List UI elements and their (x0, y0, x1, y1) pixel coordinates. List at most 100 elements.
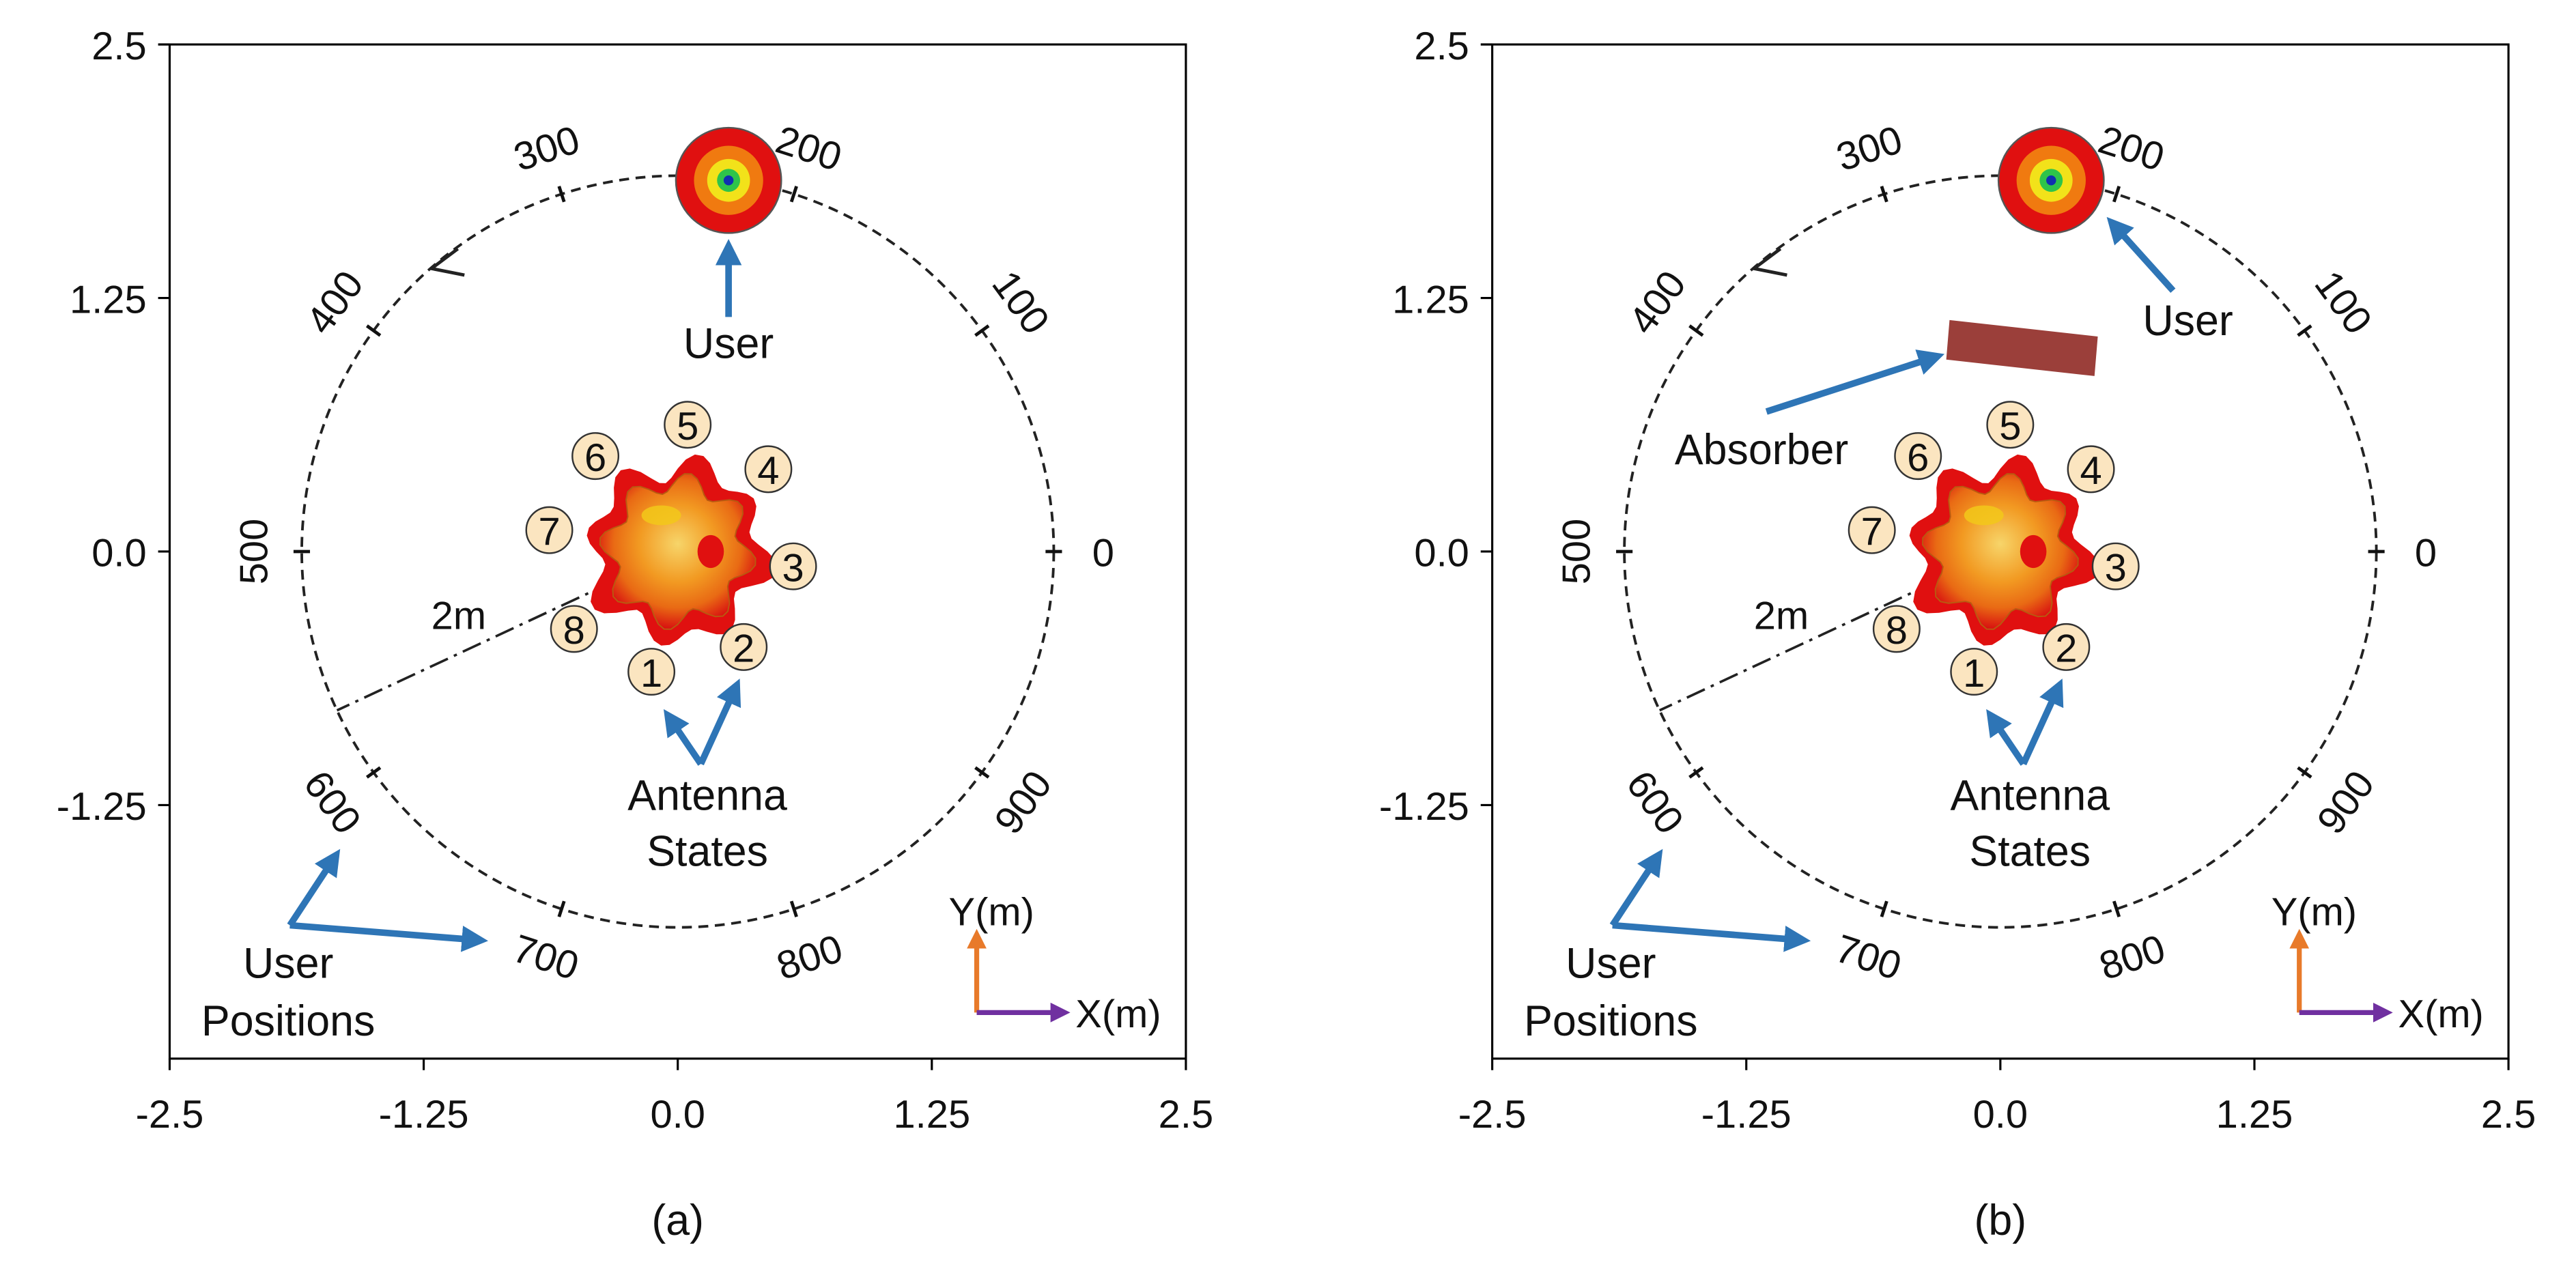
y-tick-label: 1.25 (70, 278, 147, 322)
absorber-arrow (1766, 357, 1934, 412)
panel-caption: (a) (651, 1197, 704, 1244)
position-label: 900 (2309, 763, 2383, 842)
panel-b: -2.5 -1.25 0.0 1.25 2.5 2.5 1.25 0.0 -1.25 0 100 20… (1379, 25, 2536, 1244)
position-label: 700 (508, 927, 584, 989)
y-axis-indicator-label: Y(m) (2271, 891, 2357, 934)
direction-chevron (431, 248, 464, 275)
antenna-arrow (670, 718, 701, 765)
antenna-states-label-line2: States (1969, 828, 2091, 876)
position-label: 300 (509, 118, 585, 180)
antenna-state-number: 2 (2055, 627, 2077, 671)
user-positions-arrow (1613, 925, 1800, 940)
position-label: 900 (987, 763, 1061, 842)
absorber-block (1947, 320, 2098, 376)
y-tick-label: -1.25 (57, 785, 147, 829)
antenna-state-number: 5 (677, 405, 698, 448)
antenna-state-number: 6 (584, 436, 606, 480)
position-label: 600 (1617, 763, 1692, 842)
x-tick-label: 0.0 (1973, 1093, 2028, 1137)
user-arrow (2114, 225, 2173, 290)
position-label: 200 (2093, 118, 2170, 180)
y-tick-label: 2.5 (91, 25, 146, 68)
y-tick-label: -1.25 (1379, 785, 1469, 829)
antenna-state-number: 8 (1886, 609, 1908, 653)
position-label: 0 (1092, 532, 1114, 575)
position-label: 0 (2415, 532, 2437, 575)
user-positions-label-line1: User (1566, 940, 1656, 988)
antenna-state-number: 7 (1861, 510, 1883, 554)
x-tick-label: -1.25 (1701, 1093, 1792, 1137)
position-label: 300 (1831, 118, 1908, 180)
y-tick-label: 2.5 (1414, 25, 1469, 68)
antenna-state-number: 8 (563, 609, 585, 653)
antenna-states-label-line1: Antenna (1950, 772, 2110, 820)
antenna-state-number: 5 (1999, 405, 2021, 448)
radius-label: 2m (1754, 594, 1809, 638)
position-label: 500 (232, 519, 276, 585)
y-tick-label: 1.25 (1392, 278, 1469, 322)
position-tick (2114, 186, 2119, 202)
x-tick-label: 1.25 (2216, 1093, 2293, 1137)
user-label: User (2142, 297, 2233, 345)
antenna-arrow (2024, 688, 2058, 764)
x-tick-label: 2.5 (2481, 1093, 2536, 1137)
panel-a: -2.5 -1.25 0.0 1.25 2.5 2.5 1.25 0.0 -1.25 0 100 20… (57, 25, 1213, 1244)
position-label: 500 (1555, 519, 1598, 585)
antenna-states-label-line2: States (647, 828, 768, 876)
y-tick-label: 0.0 (1414, 532, 1469, 575)
position-label: 600 (295, 763, 369, 842)
panel-caption: (b) (1975, 1197, 2027, 1244)
x-tick-label: -1.25 (379, 1093, 469, 1137)
antenna-state-number: 3 (2105, 546, 2127, 590)
user-positions-label-line2: Positions (1524, 997, 1697, 1045)
position-tick (791, 186, 796, 202)
position-tick (367, 326, 380, 335)
position-label: 100 (2306, 263, 2380, 343)
antenna-state-number: 3 (782, 546, 804, 590)
position-tick (975, 326, 989, 335)
position-label: 800 (2094, 927, 2170, 989)
position-label: 400 (298, 263, 373, 343)
antenna-arrow (700, 688, 735, 764)
position-tick (1690, 326, 1703, 335)
antenna-state-number: 1 (640, 652, 662, 696)
x-axis-indicator-label: X(m) (1075, 992, 1161, 1036)
x-tick-label: 0.0 (650, 1093, 705, 1137)
position-tick (367, 768, 380, 777)
position-label: 100 (983, 263, 1058, 343)
user-positions-label-line2: Positions (201, 997, 375, 1045)
absorber-label: Absorber (1675, 426, 1848, 474)
user-sphere (1998, 128, 2104, 233)
user-sphere (676, 128, 781, 233)
radius-label: 2m (431, 594, 486, 638)
user-positions-arrow (290, 858, 335, 926)
antenna-state-number: 4 (2080, 449, 2101, 493)
user-positions-arrow (1613, 858, 1657, 926)
position-tick (975, 768, 989, 777)
antenna-state-number: 1 (1963, 652, 1985, 696)
x-tick-label: -2.5 (136, 1093, 204, 1137)
position-tick (2298, 326, 2312, 335)
position-label: 200 (771, 118, 847, 180)
position-label: 800 (772, 927, 848, 989)
x-tick-label: 1.25 (893, 1093, 970, 1137)
antenna-states-label-line1: Antenna (627, 772, 787, 820)
user-positions-label-line1: User (243, 940, 333, 988)
antenna-state-number: 6 (1907, 436, 1929, 480)
antenna-arrow (1992, 718, 2024, 765)
user-positions-arrow (290, 925, 478, 940)
position-tick (1690, 768, 1703, 777)
y-tick-label: 0.0 (91, 532, 146, 575)
x-tick-label: -2.5 (1458, 1093, 1527, 1137)
user-label: User (683, 320, 774, 368)
position-label: 400 (1621, 263, 1695, 343)
x-tick-label: 2.5 (1159, 1093, 1213, 1137)
antenna-state-number: 2 (733, 627, 754, 671)
antenna-state-number: 7 (538, 510, 560, 554)
direction-chevron (1754, 248, 1787, 275)
y-axis-indicator-label: Y(m) (949, 891, 1034, 934)
antenna-state-number: 4 (757, 449, 779, 493)
position-tick (2298, 768, 2312, 777)
x-axis-indicator-label: X(m) (2398, 992, 2483, 1036)
